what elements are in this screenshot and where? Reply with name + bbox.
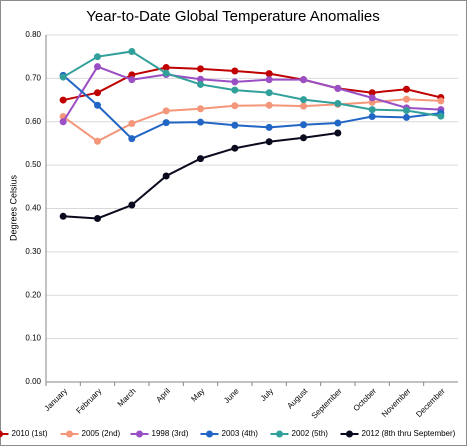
point bbox=[231, 144, 239, 152]
y-tick-label: 0.80 bbox=[25, 30, 41, 39]
point bbox=[231, 102, 239, 110]
point bbox=[437, 97, 445, 105]
series-line bbox=[62, 74, 441, 140]
y-tick-label: 0.40 bbox=[25, 204, 41, 213]
point bbox=[94, 89, 101, 97]
point bbox=[94, 137, 101, 145]
point bbox=[231, 67, 239, 75]
legend-marker bbox=[346, 430, 353, 438]
point bbox=[403, 85, 410, 93]
point bbox=[128, 201, 136, 209]
point bbox=[437, 112, 445, 120]
point bbox=[162, 107, 170, 115]
point bbox=[403, 95, 410, 103]
legend-marker bbox=[66, 430, 73, 438]
point bbox=[334, 84, 342, 92]
point bbox=[300, 134, 307, 142]
point bbox=[334, 129, 342, 137]
point bbox=[368, 106, 376, 114]
point bbox=[94, 63, 101, 71]
y-tick-label: 0.20 bbox=[25, 290, 41, 299]
point bbox=[197, 75, 204, 83]
point bbox=[231, 78, 239, 86]
legend-marker bbox=[276, 430, 283, 438]
series-line bbox=[62, 50, 441, 118]
y-axis-label: Degrees Celsius bbox=[8, 174, 18, 241]
point bbox=[162, 172, 170, 180]
legend-label: 2005 (2nd) bbox=[82, 429, 121, 438]
point bbox=[334, 100, 342, 108]
legend-label: 2010 (1st) bbox=[12, 429, 48, 438]
point bbox=[94, 101, 101, 109]
point bbox=[265, 70, 273, 78]
point bbox=[265, 138, 273, 146]
point bbox=[197, 80, 204, 88]
point bbox=[265, 123, 273, 131]
point bbox=[300, 102, 307, 110]
point bbox=[300, 121, 307, 129]
legend-label: 2012 (8th thru September) bbox=[362, 429, 456, 438]
point bbox=[197, 105, 204, 113]
point bbox=[197, 118, 204, 126]
point bbox=[368, 89, 376, 97]
legend-marker bbox=[136, 430, 143, 438]
point bbox=[128, 119, 136, 127]
legend-marker bbox=[206, 430, 213, 438]
point bbox=[162, 119, 170, 127]
point bbox=[231, 121, 239, 129]
point bbox=[94, 53, 101, 61]
point bbox=[403, 106, 410, 114]
point bbox=[94, 214, 101, 222]
series-line bbox=[62, 65, 441, 123]
y-tick-label: 0.50 bbox=[25, 160, 41, 169]
point bbox=[59, 73, 67, 81]
point bbox=[403, 113, 410, 121]
legend-marker bbox=[0, 430, 3, 438]
point bbox=[265, 101, 273, 109]
y-tick-label: 0.60 bbox=[25, 117, 41, 126]
y-tick-label: 0.10 bbox=[25, 334, 41, 343]
point bbox=[162, 64, 170, 72]
point bbox=[59, 212, 67, 220]
point bbox=[59, 118, 67, 126]
y-tick-label: 0.00 bbox=[25, 377, 41, 386]
point bbox=[368, 94, 376, 102]
y-tick-label: 0.70 bbox=[25, 73, 41, 82]
point bbox=[300, 96, 307, 104]
point bbox=[128, 135, 136, 143]
point bbox=[265, 76, 273, 84]
y-tick-label: 0.30 bbox=[25, 247, 41, 256]
legend-label: 1998 (3rd) bbox=[152, 429, 189, 438]
point bbox=[334, 119, 342, 127]
point bbox=[128, 76, 136, 84]
legend-label: 2003 (4th) bbox=[222, 429, 259, 438]
point bbox=[197, 155, 204, 163]
point bbox=[368, 113, 376, 121]
chart-title: Year-to-Date Global Temperature Anomalie… bbox=[86, 8, 380, 25]
point bbox=[231, 86, 239, 94]
point bbox=[265, 89, 273, 97]
legend-label: 2002 (5th) bbox=[292, 429, 329, 438]
point bbox=[128, 47, 136, 55]
point bbox=[197, 65, 204, 73]
point bbox=[300, 76, 307, 84]
point bbox=[162, 69, 170, 77]
point bbox=[59, 96, 67, 104]
series-line bbox=[62, 98, 441, 143]
